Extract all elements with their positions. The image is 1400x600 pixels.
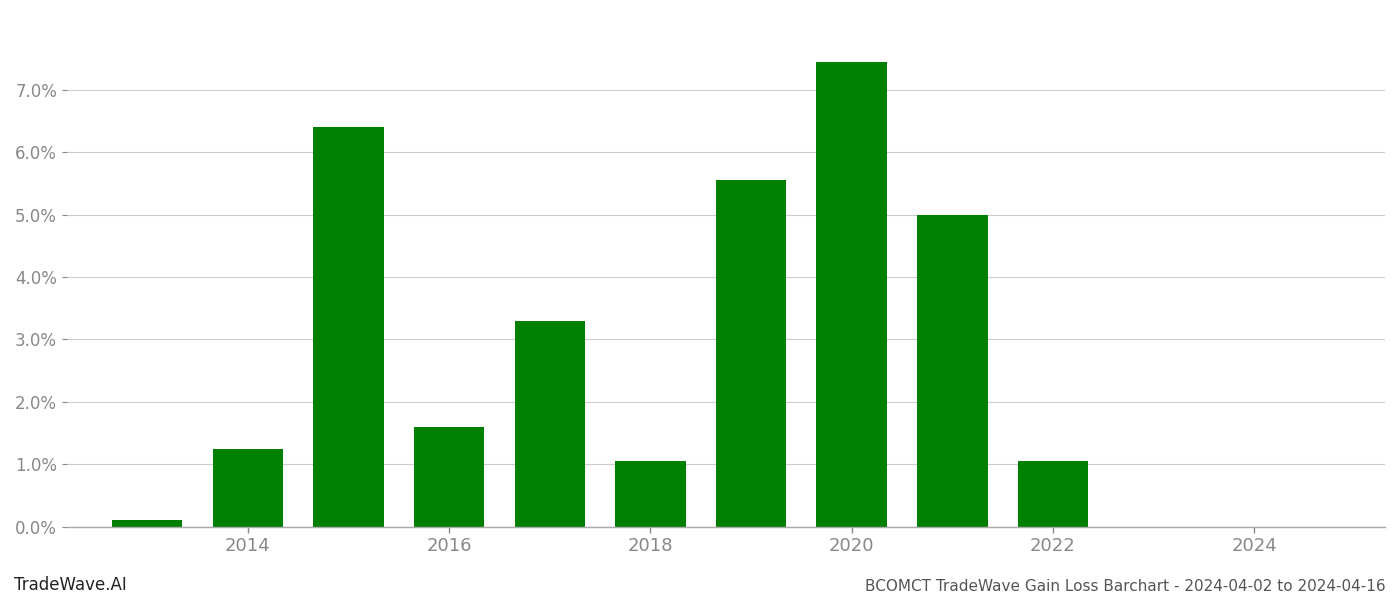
Bar	[615, 461, 686, 527]
Text: BCOMCT TradeWave Gain Loss Barchart - 2024-04-02 to 2024-04-16: BCOMCT TradeWave Gain Loss Barchart - 20…	[865, 579, 1386, 594]
Bar	[213, 449, 283, 527]
Bar	[816, 62, 886, 527]
Bar	[715, 181, 787, 527]
Bar	[515, 321, 585, 527]
Bar	[414, 427, 484, 527]
Text: TradeWave.AI: TradeWave.AI	[14, 576, 127, 594]
Bar	[917, 215, 987, 527]
Bar	[1018, 461, 1088, 527]
Bar	[112, 520, 182, 527]
Bar	[314, 127, 384, 527]
